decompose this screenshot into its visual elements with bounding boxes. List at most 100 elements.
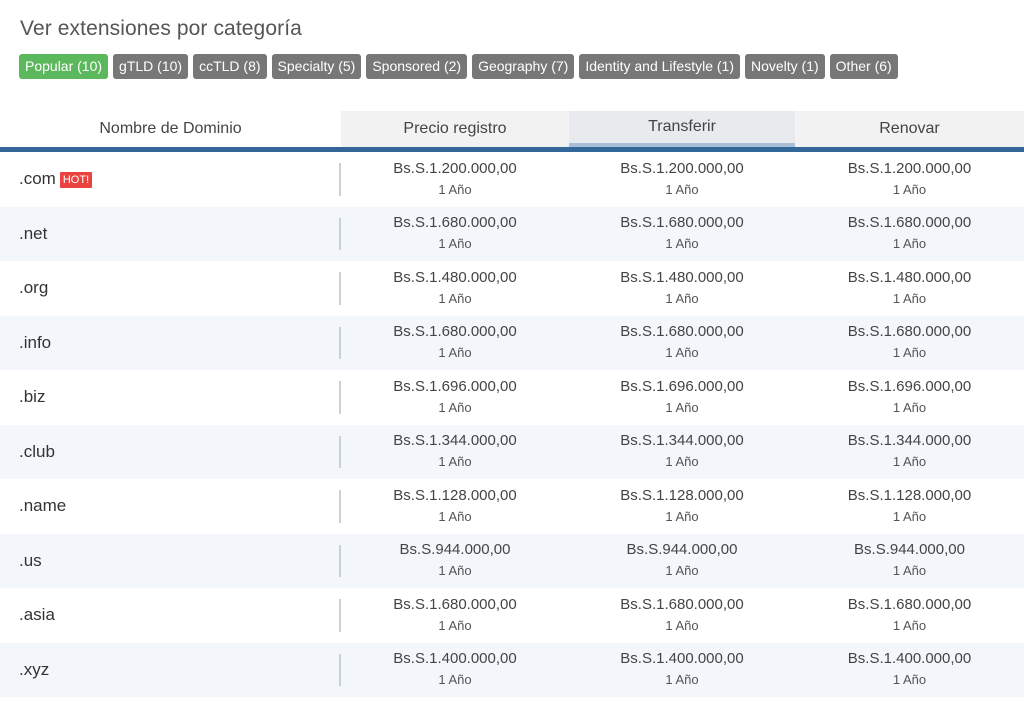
- register-price-cell: Bs.S.1.480.000,00 1 Año: [341, 261, 569, 316]
- filter-cctld[interactable]: ccTLD (8): [193, 54, 267, 79]
- register-price: Bs.S.1.344.000,00: [393, 432, 517, 450]
- renew-price: Bs.S.1.400.000,00: [847, 650, 972, 668]
- renew-price-cell: Bs.S.944.000,00 1 Año: [795, 534, 1024, 589]
- renew-price: Bs.S.1.696.000,00: [847, 377, 972, 395]
- transfer-price: Bs.S.1.480.000,00: [620, 268, 744, 286]
- domain-extension: .asia: [19, 605, 55, 625]
- register-price-cell: Bs.S.1.696.000,00 1 Año: [341, 370, 569, 425]
- renew-price: Bs.S.1.344.000,00: [847, 432, 972, 450]
- transfer-period: 1 Año: [665, 617, 699, 633]
- register-price: Bs.S.1.128.000,00: [393, 486, 517, 504]
- filter-sponsored[interactable]: Sponsored (2): [366, 54, 468, 79]
- renew-price-cell: Bs.S.1.680.000,00 1 Año: [795, 207, 1024, 262]
- domain-extension: .net: [19, 223, 48, 243]
- filter-gtld[interactable]: gTLD (10): [113, 54, 189, 79]
- renew-period: 1 Año: [892, 345, 927, 361]
- filter-specialty[interactable]: Specialty (5): [271, 54, 362, 79]
- transfer-period: 1 Año: [665, 290, 699, 306]
- register-price: Bs.S.944.000,00: [399, 541, 511, 559]
- domain-extension: .club: [19, 441, 55, 461]
- renew-period: 1 Año: [892, 672, 927, 688]
- transfer-price-cell: Bs.S.1.400.000,00 1 Año: [569, 643, 795, 698]
- transfer-price: Bs.S.944.000,00: [626, 541, 738, 559]
- table-row: .org Bs.S.1.480.000,00 1 Año Bs.S.1.480.000…: [0, 261, 1024, 316]
- transfer-period: 1 Año: [665, 563, 699, 579]
- renew-period: 1 Año: [892, 290, 927, 306]
- table-row: .biz Bs.S.1.696.000,00 1 Año Bs.S.1.696.000…: [0, 370, 1024, 425]
- domain-extension: .org: [19, 278, 49, 298]
- register-price-cell: Bs.S.1.680.000,00 1 Año: [341, 588, 569, 643]
- category-filters: Popular (10) gTLD (10) ccTLD (8) Special…: [19, 54, 898, 79]
- register-period: 1 Año: [438, 454, 472, 470]
- transfer-price: Bs.S.1.680.000,00: [620, 323, 744, 341]
- renew-price: Bs.S.944.000,00: [854, 541, 965, 559]
- filter-novelty[interactable]: Novelty (1): [744, 54, 825, 79]
- domain-extension: .xyz: [19, 659, 50, 679]
- renew-price: Bs.S.1.480.000,00: [847, 268, 972, 286]
- transfer-price-cell: Bs.S.1.480.000,00 1 Año: [569, 261, 795, 316]
- register-price-cell: Bs.S.1.344.000,00 1 Año: [341, 425, 569, 480]
- domain-cell: .us: [0, 534, 341, 589]
- filter-identity-lifestyle[interactable]: Identity and Lifestyle (1): [579, 54, 740, 79]
- renew-price: Bs.S.1.128.000,00: [847, 486, 972, 504]
- register-price: Bs.S.1.400.000,00: [393, 650, 517, 668]
- domain-cell: .xyz: [0, 643, 341, 698]
- transfer-price: Bs.S.1.128.000,00: [620, 486, 744, 504]
- domain-cell: .com HOT!: [0, 152, 341, 207]
- table-row: .com HOT! Bs.S.1.200.000,00 1 Año Bs.S.1.200…: [0, 152, 1024, 207]
- register-price: Bs.S.1.480.000,00: [393, 268, 517, 286]
- domain-extension: .info: [19, 332, 52, 352]
- domain-cell: .asia: [0, 588, 341, 643]
- filter-other[interactable]: Other (6): [829, 54, 898, 79]
- register-price-cell: Bs.S.1.200.000,00 1 Año: [341, 152, 569, 207]
- renew-price-cell: Bs.S.1.400.000,00 1 Año: [795, 643, 1024, 698]
- renew-price-cell: Bs.S.1.200.000,00 1 Año: [795, 152, 1024, 207]
- transfer-price: Bs.S.1.200.000,00: [620, 159, 744, 177]
- transfer-price-cell: Bs.S.1.344.000,00 1 Año: [569, 425, 795, 480]
- renew-price: Bs.S.1.680.000,00: [847, 595, 972, 613]
- filter-popular[interactable]: Popular (10): [19, 54, 109, 79]
- register-price-cell: Bs.S.1.680.000,00 1 Año: [341, 316, 569, 371]
- register-period: 1 Año: [438, 617, 472, 633]
- transfer-price-cell: Bs.S.1.680.000,00 1 Año: [569, 588, 795, 643]
- domain-extension: .us: [19, 550, 42, 570]
- renew-price-cell: Bs.S.1.680.000,00 1 Año: [795, 588, 1024, 643]
- transfer-price-cell: Bs.S.1.696.000,00 1 Año: [569, 370, 795, 425]
- table-row: .info Bs.S.1.680.000,00 1 Año Bs.S.1.680.00…: [0, 315, 1024, 371]
- table-body: .com HOT! Bs.S.1.200.000,00 1 Año Bs.S.1.200…: [0, 152, 1024, 697]
- transfer-price: Bs.S.1.344.000,00: [620, 432, 744, 450]
- renew-price: Bs.S.1.200.000,00: [847, 159, 972, 177]
- page-title: Ver extensiones por categoría: [20, 17, 302, 40]
- column-header-renew[interactable]: Renovar: [795, 111, 1024, 147]
- table-row: .net Bs.S.1.680.000,00 1 Año Bs.S.1.680.000…: [0, 206, 1024, 262]
- renew-period: 1 Año: [892, 563, 927, 579]
- column-header-transfer[interactable]: Transferir: [569, 111, 795, 147]
- renew-period: 1 Año: [892, 617, 927, 633]
- hot-badge: HOT!: [59, 172, 93, 189]
- register-period: 1 Año: [438, 181, 472, 197]
- transfer-period: 1 Año: [665, 345, 699, 361]
- domain-cell: .name: [0, 479, 341, 534]
- domain-cell: .club: [0, 425, 341, 480]
- register-price: Bs.S.1.200.000,00: [393, 159, 517, 177]
- table-row: .club Bs.S.1.344.000,00 1 Año Bs.S.1.344.00…: [0, 424, 1024, 480]
- register-price-cell: Bs.S.944.000,00 1 Año: [341, 534, 569, 589]
- renew-price: Bs.S.1.680.000,00: [847, 323, 972, 341]
- transfer-price: Bs.S.1.400.000,00: [620, 650, 744, 668]
- transfer-price-cell: Bs.S.1.680.000,00 1 Año: [569, 207, 795, 262]
- column-header-domain[interactable]: Nombre de Dominio: [0, 111, 341, 147]
- domain-extension: .name: [19, 496, 67, 516]
- transfer-price-cell: Bs.S.1.128.000,00 1 Año: [569, 479, 795, 534]
- table-row: .us Bs.S.944.000,00 1 Año Bs.S.944.000,00 1 …: [0, 533, 1024, 589]
- domain-extension: .biz: [19, 387, 46, 407]
- register-period: 1 Año: [438, 508, 472, 524]
- domain-cell: .biz: [0, 370, 341, 425]
- column-header-register[interactable]: Precio registro: [341, 111, 569, 147]
- renew-price-cell: Bs.S.1.128.000,00 1 Año: [795, 479, 1024, 534]
- register-period: 1 Año: [438, 563, 472, 579]
- transfer-price-cell: Bs.S.1.680.000,00 1 Año: [569, 316, 795, 371]
- transfer-price: Bs.S.1.680.000,00: [620, 214, 744, 232]
- filter-geography[interactable]: Geography (7): [472, 54, 575, 79]
- register-price: Bs.S.1.680.000,00: [393, 595, 517, 613]
- register-period: 1 Año: [438, 672, 472, 688]
